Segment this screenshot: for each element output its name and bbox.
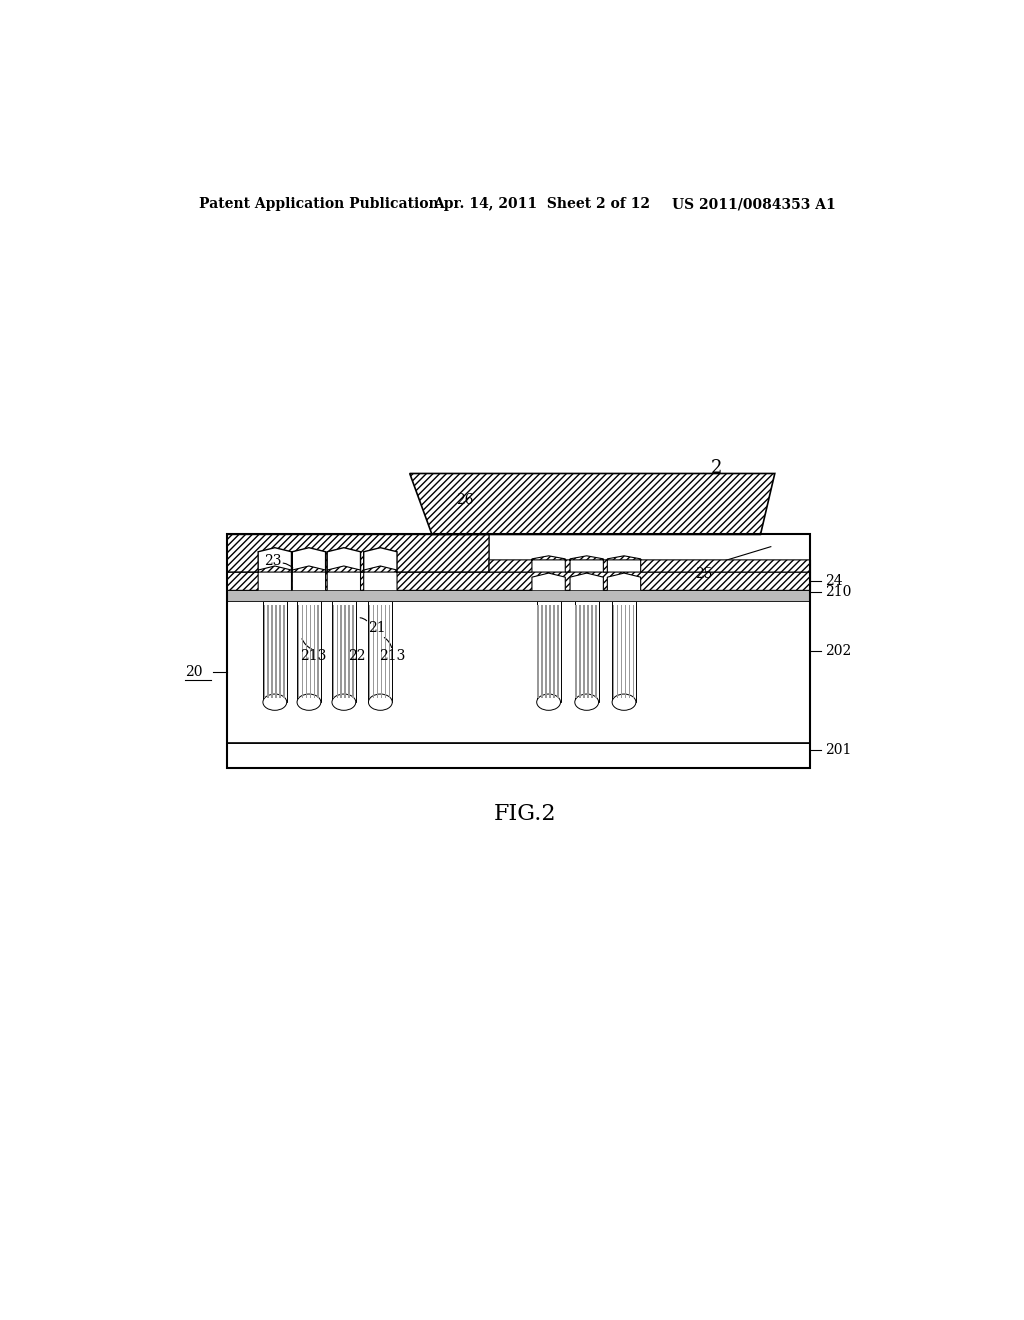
Bar	[227, 601, 811, 743]
Bar	[263, 601, 287, 702]
Bar	[591, 605, 593, 698]
Bar	[553, 605, 555, 698]
Bar	[275, 605, 276, 698]
Bar	[542, 605, 543, 698]
Bar	[352, 605, 353, 698]
Bar	[537, 601, 560, 702]
Text: 213: 213	[379, 649, 406, 664]
Polygon shape	[489, 556, 811, 572]
Ellipse shape	[574, 694, 599, 710]
Bar	[629, 605, 630, 698]
Bar	[348, 605, 350, 698]
Bar	[538, 605, 539, 698]
Text: 22: 22	[348, 649, 366, 664]
Bar	[297, 601, 321, 702]
Text: FIG.2: FIG.2	[494, 803, 556, 825]
Text: US 2011/0084353 A1: US 2011/0084353 A1	[672, 197, 836, 211]
Bar	[633, 605, 634, 698]
Ellipse shape	[297, 694, 321, 710]
Text: 210: 210	[824, 585, 851, 599]
Bar	[271, 605, 272, 698]
Bar	[298, 605, 299, 698]
Bar	[389, 605, 390, 698]
Bar	[337, 605, 338, 698]
Bar	[588, 605, 589, 698]
Bar	[267, 605, 269, 698]
Text: Patent Application Publication: Patent Application Publication	[200, 197, 439, 211]
Bar	[612, 605, 614, 698]
Ellipse shape	[537, 694, 560, 710]
Text: 201: 201	[824, 743, 851, 758]
Bar	[621, 605, 622, 698]
Bar	[369, 605, 371, 698]
Bar	[612, 601, 636, 702]
Bar	[574, 601, 599, 702]
Bar	[227, 743, 811, 768]
Bar	[595, 605, 597, 698]
Bar	[549, 605, 551, 698]
Ellipse shape	[263, 694, 287, 710]
Bar	[580, 605, 581, 698]
Bar	[545, 605, 547, 698]
Text: 20: 20	[185, 665, 203, 678]
Bar	[227, 535, 811, 768]
Bar	[377, 605, 379, 698]
Bar	[344, 605, 346, 698]
Text: 23: 23	[264, 554, 282, 568]
Bar	[332, 601, 355, 702]
Bar	[305, 605, 307, 698]
Bar	[284, 605, 285, 698]
Bar	[263, 605, 265, 698]
Polygon shape	[227, 566, 811, 590]
Ellipse shape	[332, 694, 355, 710]
Bar	[313, 605, 315, 698]
Text: 26: 26	[457, 492, 474, 507]
Bar	[333, 605, 334, 698]
Bar	[616, 605, 618, 698]
Text: 25: 25	[695, 568, 713, 581]
Bar	[302, 605, 303, 698]
Ellipse shape	[612, 694, 636, 710]
Text: 21: 21	[369, 620, 386, 635]
Bar	[381, 605, 382, 698]
Bar	[575, 605, 577, 698]
Bar	[557, 605, 558, 698]
Polygon shape	[410, 474, 775, 535]
Bar	[584, 605, 585, 698]
Bar	[317, 605, 318, 698]
Bar	[373, 605, 375, 698]
Text: 202: 202	[824, 644, 851, 659]
Bar	[280, 605, 281, 698]
Ellipse shape	[369, 694, 392, 710]
Text: 2: 2	[712, 459, 723, 478]
Text: Apr. 14, 2011  Sheet 2 of 12: Apr. 14, 2011 Sheet 2 of 12	[433, 197, 650, 211]
Text: 213: 213	[300, 649, 327, 664]
Bar	[625, 605, 626, 698]
Polygon shape	[227, 535, 489, 572]
Bar	[369, 601, 392, 702]
Bar	[227, 590, 811, 601]
Bar	[341, 605, 342, 698]
Text: 24: 24	[824, 574, 843, 589]
Bar	[385, 605, 386, 698]
Bar	[309, 605, 311, 698]
